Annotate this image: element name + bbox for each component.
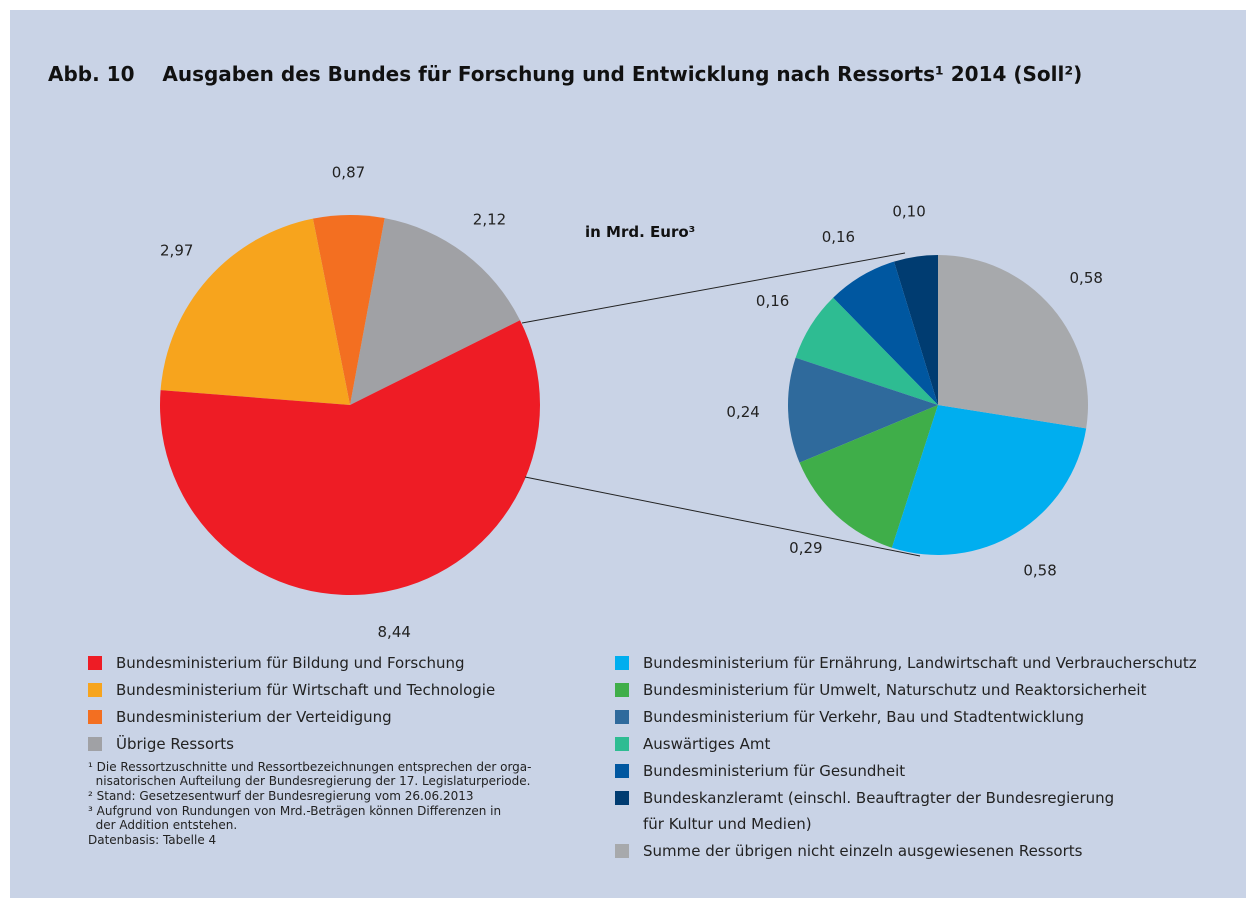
legend-swatch	[615, 791, 629, 805]
footnote: ³ Aufgrund von Rundungen von Mrd.-Beträg…	[88, 804, 502, 832]
value-label: 2,97	[160, 242, 193, 260]
legend-item: Bundesministerium für Verkehr, Bau und S…	[615, 704, 1084, 730]
chart-panel: Abb. 10 Ausgaben des Bundes für Forschun…	[10, 10, 1246, 898]
legend-swatch	[615, 844, 629, 858]
footnote: ¹ Die Ressortzuschnitte und Ressortbezei…	[88, 760, 532, 788]
legend-swatch	[615, 764, 629, 778]
value-label: 0,10	[892, 203, 925, 221]
legend-item: Bundeskanzleramt (einschl. Beauftragter …	[615, 785, 1114, 837]
chart: 0,10 0,16 0,16 0,24 0,29 0,58 0,58 2,12 0,87 2,97…	[159, 164, 1103, 641]
pie-slice	[795, 297, 938, 405]
legend-swatch	[88, 710, 102, 724]
legend-item: Summe der übrigen nicht einzeln ausgewie…	[615, 838, 1082, 864]
connector	[524, 476, 921, 557]
footnote: Datenbasis: Tabelle 4	[88, 833, 217, 847]
pie-slice	[159, 320, 540, 595]
connector	[521, 252, 906, 324]
legend-item: Übrige Ressorts	[88, 731, 234, 757]
legend-swatch	[615, 737, 629, 751]
pie-slice	[938, 255, 1088, 429]
pie-slice	[350, 218, 521, 405]
legend-item: Auswärtiges Amt	[615, 731, 770, 757]
legend-item: Bundesministerium für Umwelt, Naturschut…	[615, 677, 1146, 703]
legend-item: Bundesministerium für Ernährung, Landwir…	[615, 650, 1197, 676]
pie-slice	[833, 261, 938, 405]
value-label: 0,58	[1070, 269, 1103, 287]
value-label: 2,12	[473, 210, 506, 228]
value-label: 0,58	[1023, 562, 1056, 580]
chart-title: Abb. 10 Ausgaben des Bundes für Forschun…	[48, 62, 1083, 86]
pie-slice	[788, 357, 938, 463]
pie-slice	[799, 405, 938, 548]
value-label: 0,29	[789, 539, 822, 557]
legend-swatch	[88, 683, 102, 697]
legend-item: Bundesministerium der Verteidigung	[88, 704, 392, 730]
pie-slice	[160, 218, 350, 405]
pie-slice	[312, 215, 385, 405]
legend-swatch	[88, 737, 102, 751]
pie-slice	[893, 255, 938, 405]
legend-item: Bundesministerium für Gesundheit	[615, 758, 905, 784]
value-label: 0,16	[822, 228, 855, 246]
legend-swatch	[88, 656, 102, 670]
unit-label: in Mrd. Euro³	[585, 223, 696, 241]
legend-swatch	[615, 710, 629, 724]
value-label: 0,24	[726, 403, 759, 421]
value-label: 0,87	[332, 164, 365, 182]
pie-slice	[891, 405, 1087, 555]
legend-item: Bundesministerium für Wirtschaft und Tec…	[88, 677, 495, 703]
legend-item: Bundesministerium für Bildung und Forsch…	[88, 650, 465, 676]
footnote: ² Stand: Gesetzesentwurf der Bundesregie…	[88, 789, 474, 803]
value-label: 8,44	[378, 623, 411, 641]
value-label: 0,16	[756, 292, 789, 310]
legend-swatch	[615, 683, 629, 697]
legend-swatch	[615, 656, 629, 670]
